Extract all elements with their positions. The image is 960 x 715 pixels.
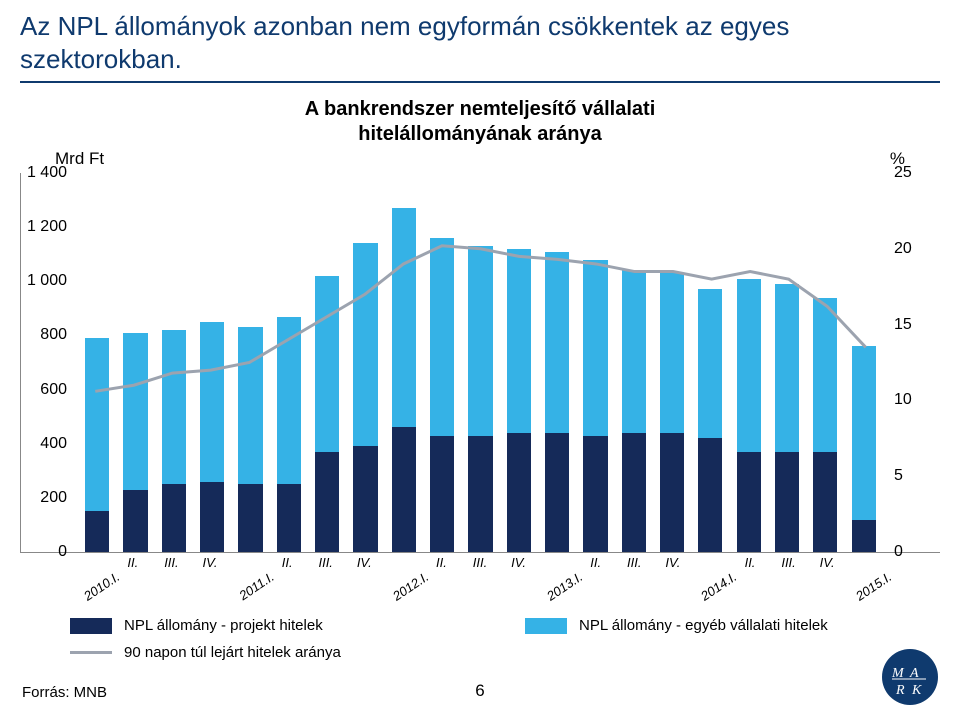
page-number: 6	[475, 681, 484, 701]
legend-label: NPL állomány - egyéb vállalati hitelek	[579, 617, 828, 634]
y-left-tick: 1 200	[27, 218, 67, 236]
x-tick: III.	[318, 555, 332, 570]
axis-top-labels: Mrd Ft %	[0, 149, 960, 171]
y-right-tick: 25	[894, 164, 912, 182]
legend-label: NPL állomány - projekt hitelek	[124, 617, 323, 634]
y-left-tick: 400	[40, 435, 67, 453]
x-axis-ticks: 2010.I. II. III. IV. 2011.I. II. III. IV. 2012.I…	[20, 553, 940, 609]
x-tick: III.	[781, 555, 795, 570]
legend: NPL állomány - projekt hitelek NPL állomá…	[70, 617, 940, 661]
x-tick: IV.	[665, 555, 680, 570]
x-tick: 2013.I.	[544, 569, 585, 604]
y-left-tick: 600	[40, 381, 67, 399]
legend-item: NPL állomány - projekt hitelek	[70, 617, 485, 634]
x-tick: IV.	[203, 555, 218, 570]
x-tick: II.	[436, 555, 447, 570]
y-right-tick: 15	[894, 316, 912, 334]
plot-area	[76, 173, 885, 552]
legend-box-swatch	[70, 618, 112, 634]
y-right-tick: 5	[894, 467, 903, 485]
ratio-line	[95, 246, 865, 392]
x-tick: IV.	[511, 555, 526, 570]
x-tick: 2010.I.	[81, 569, 122, 604]
x-tick: III.	[164, 555, 178, 570]
title-underline	[20, 81, 940, 83]
x-tick: 2014.I.	[698, 569, 739, 604]
x-tick: 2015.I.	[853, 569, 894, 604]
y-left-tick: 1 400	[27, 164, 67, 182]
y-left-tick: 200	[40, 489, 67, 507]
svg-text:K: K	[911, 683, 922, 697]
logo-icon: M A R K	[890, 657, 930, 697]
x-tick: IV.	[820, 555, 835, 570]
page-title: Az NPL állományok azonban nem egyformán …	[0, 0, 960, 79]
x-tick: 2011.I.	[236, 569, 277, 603]
legend-item: 90 napon túl lejárt hitelek aránya	[70, 644, 485, 661]
x-tick: II.	[745, 555, 756, 570]
x-tick: III.	[473, 555, 487, 570]
chart-title: A bankrendszer nemteljesítő vállalati hi…	[0, 97, 960, 147]
y-right-tick: 10	[894, 391, 912, 409]
brand-logo: M A R K	[882, 649, 938, 705]
y-right-tick: 20	[894, 240, 912, 258]
line-overlay	[76, 173, 885, 552]
source-footer: Forrás: MNB	[22, 684, 107, 701]
legend-line-swatch	[70, 651, 112, 654]
chart-title-line2: hitelállományának aránya	[358, 123, 601, 145]
y-left-ticks: 02004006008001 0001 2001 400	[21, 173, 73, 552]
x-tick: 2012.I.	[390, 569, 431, 604]
x-tick: III.	[627, 555, 641, 570]
y-left-tick: 800	[40, 326, 67, 344]
legend-label: 90 napon túl lejárt hitelek aránya	[124, 644, 341, 661]
x-tick: II.	[282, 555, 293, 570]
legend-box-swatch	[525, 618, 567, 634]
chart-area: 02004006008001 0001 2001 400 0510152025	[20, 173, 940, 553]
x-tick: IV.	[357, 555, 372, 570]
y-left-tick: 1 000	[27, 272, 67, 290]
chart-title-line1: A bankrendszer nemteljesítő vállalati	[305, 98, 656, 120]
x-tick: II.	[590, 555, 601, 570]
svg-text:R: R	[895, 683, 905, 697]
y-right-ticks: 0510152025	[888, 173, 940, 552]
x-tick: II.	[127, 555, 138, 570]
legend-item: NPL állomány - egyéb vállalati hitelek	[525, 617, 940, 634]
